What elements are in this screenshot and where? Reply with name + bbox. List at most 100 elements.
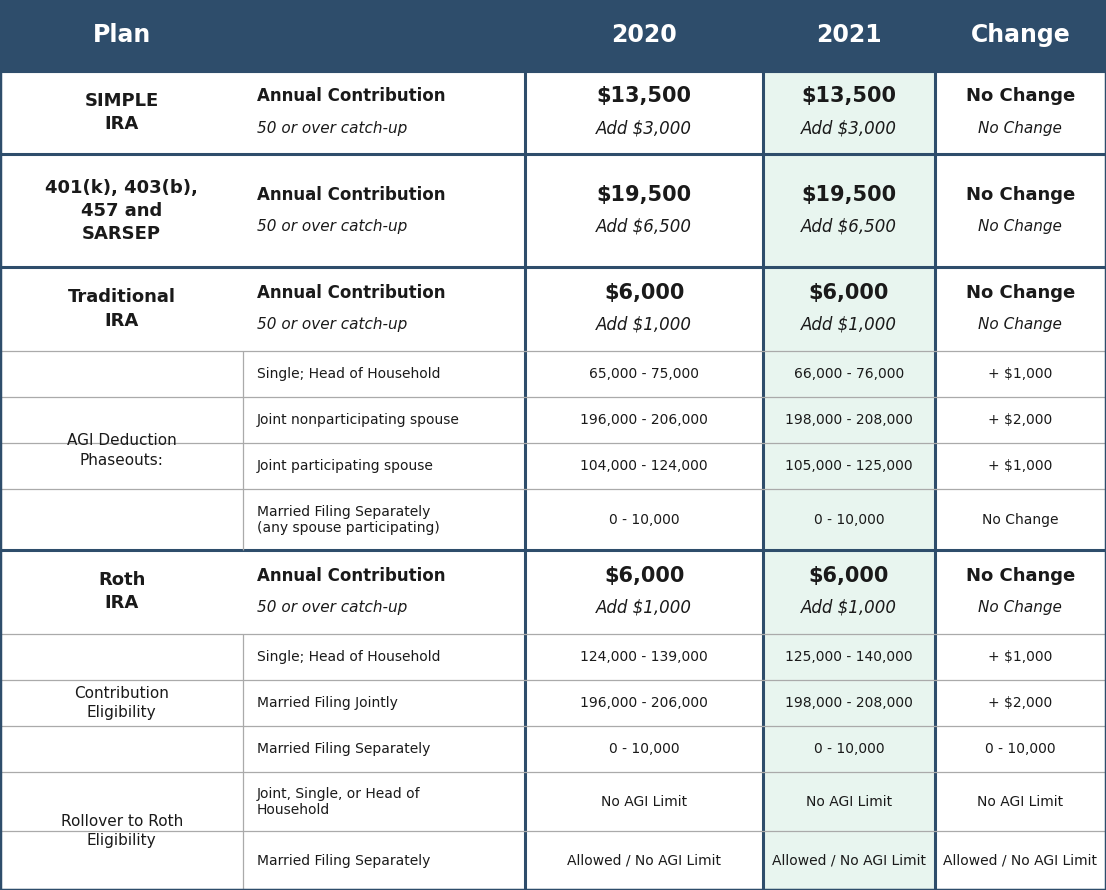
Bar bbox=[525, 267, 763, 351]
Text: Eligibility: Eligibility bbox=[87, 833, 156, 848]
Text: No AGI Limit: No AGI Limit bbox=[602, 795, 687, 809]
Text: Single; Head of Household: Single; Head of Household bbox=[257, 650, 440, 664]
Text: 105,000 - 125,000: 105,000 - 125,000 bbox=[785, 459, 912, 473]
Bar bbox=[243, 154, 525, 267]
Text: Add $1,000: Add $1,000 bbox=[596, 316, 692, 334]
Bar bbox=[763, 154, 935, 267]
Text: Eligibility: Eligibility bbox=[87, 705, 156, 720]
Text: Joint, Single, or Head of: Joint, Single, or Head of bbox=[257, 787, 420, 801]
Bar bbox=[525, 831, 763, 890]
Text: 198,000 - 208,000: 198,000 - 208,000 bbox=[785, 413, 912, 427]
Text: 198,000 - 208,000: 198,000 - 208,000 bbox=[785, 696, 912, 710]
Bar bbox=[0, 443, 243, 490]
Bar bbox=[525, 70, 763, 154]
Bar bbox=[935, 680, 1106, 726]
Bar bbox=[243, 680, 525, 726]
Text: Add $6,500: Add $6,500 bbox=[801, 218, 897, 236]
Bar bbox=[243, 490, 525, 550]
Text: Allowed / No AGI Limit: Allowed / No AGI Limit bbox=[772, 854, 926, 868]
Text: 50 or over catch-up: 50 or over catch-up bbox=[257, 121, 407, 136]
Text: No Change: No Change bbox=[966, 186, 1075, 204]
Text: IRA: IRA bbox=[105, 312, 138, 329]
Text: 0 - 10,000: 0 - 10,000 bbox=[814, 742, 884, 756]
Text: (any spouse participating): (any spouse participating) bbox=[257, 521, 439, 535]
Bar bbox=[0, 70, 243, 154]
Bar bbox=[525, 490, 763, 550]
Text: $19,500: $19,500 bbox=[801, 185, 897, 205]
Text: No Change: No Change bbox=[982, 513, 1058, 527]
Text: 457 and: 457 and bbox=[81, 202, 163, 220]
Text: 196,000 - 206,000: 196,000 - 206,000 bbox=[581, 413, 708, 427]
Text: 2021: 2021 bbox=[816, 23, 881, 47]
Text: + $2,000: + $2,000 bbox=[988, 696, 1053, 710]
Text: Contribution: Contribution bbox=[74, 685, 169, 700]
Bar bbox=[525, 550, 763, 634]
Bar bbox=[763, 490, 935, 550]
Text: 50 or over catch-up: 50 or over catch-up bbox=[257, 219, 407, 234]
Bar bbox=[763, 351, 935, 397]
Bar bbox=[935, 490, 1106, 550]
Text: Traditional: Traditional bbox=[67, 288, 176, 306]
Text: SIMPLE: SIMPLE bbox=[84, 92, 159, 109]
Text: + $1,000: + $1,000 bbox=[988, 367, 1053, 381]
Text: Add $6,500: Add $6,500 bbox=[596, 218, 692, 236]
Text: Add $3,000: Add $3,000 bbox=[801, 119, 897, 137]
Bar bbox=[763, 443, 935, 490]
Bar bbox=[763, 831, 935, 890]
Bar bbox=[0, 490, 243, 550]
Text: Annual Contribution: Annual Contribution bbox=[257, 284, 445, 302]
Bar bbox=[0, 351, 243, 397]
Text: Add $1,000: Add $1,000 bbox=[596, 599, 692, 617]
Bar bbox=[243, 726, 525, 773]
Bar bbox=[525, 154, 763, 267]
Text: Phaseouts:: Phaseouts: bbox=[80, 453, 164, 467]
Text: 50 or over catch-up: 50 or over catch-up bbox=[257, 318, 407, 333]
Bar bbox=[935, 634, 1106, 680]
Text: Allowed / No AGI Limit: Allowed / No AGI Limit bbox=[943, 854, 1097, 868]
Bar bbox=[243, 397, 525, 443]
Bar bbox=[935, 397, 1106, 443]
Text: 401(k), 403(b),: 401(k), 403(b), bbox=[45, 179, 198, 197]
Text: No Change: No Change bbox=[979, 601, 1062, 615]
Text: Roth: Roth bbox=[98, 571, 145, 589]
Bar bbox=[935, 773, 1106, 831]
Text: Joint nonparticipating spouse: Joint nonparticipating spouse bbox=[257, 413, 459, 427]
Bar bbox=[0, 634, 243, 680]
Bar bbox=[0, 726, 243, 773]
Bar bbox=[763, 634, 935, 680]
Bar bbox=[243, 634, 525, 680]
Bar bbox=[525, 443, 763, 490]
Bar bbox=[525, 773, 763, 831]
Bar bbox=[243, 550, 525, 634]
Text: Plan: Plan bbox=[93, 23, 150, 47]
Text: $6,000: $6,000 bbox=[604, 283, 685, 303]
Bar bbox=[935, 70, 1106, 154]
Bar bbox=[243, 267, 525, 351]
Bar bbox=[243, 70, 525, 154]
Text: + $1,000: + $1,000 bbox=[988, 459, 1053, 473]
Bar bbox=[0, 267, 243, 351]
Text: Household: Household bbox=[257, 803, 330, 817]
Bar bbox=[525, 397, 763, 443]
Bar bbox=[763, 550, 935, 634]
Bar bbox=[763, 70, 935, 154]
Text: Allowed / No AGI Limit: Allowed / No AGI Limit bbox=[567, 854, 721, 868]
Bar bbox=[763, 726, 935, 773]
Text: + $1,000: + $1,000 bbox=[988, 650, 1053, 664]
Text: IRA: IRA bbox=[105, 595, 138, 612]
Text: IRA: IRA bbox=[105, 115, 138, 133]
Text: $19,500: $19,500 bbox=[596, 185, 692, 205]
Text: No Change: No Change bbox=[979, 219, 1062, 234]
Text: 0 - 10,000: 0 - 10,000 bbox=[609, 513, 679, 527]
Text: 0 - 10,000: 0 - 10,000 bbox=[609, 742, 679, 756]
Text: Married Filing Separately: Married Filing Separately bbox=[257, 505, 430, 519]
Text: Married Filing Separately: Married Filing Separately bbox=[257, 742, 430, 756]
Text: Add $1,000: Add $1,000 bbox=[801, 599, 897, 617]
Text: No Change: No Change bbox=[966, 567, 1075, 585]
Bar bbox=[243, 831, 525, 890]
Text: No Change: No Change bbox=[979, 121, 1062, 136]
Text: AGI Deduction: AGI Deduction bbox=[66, 433, 177, 448]
Text: 104,000 - 124,000: 104,000 - 124,000 bbox=[581, 459, 708, 473]
Text: + $2,000: + $2,000 bbox=[988, 413, 1053, 427]
Text: No AGI Limit: No AGI Limit bbox=[978, 795, 1063, 809]
